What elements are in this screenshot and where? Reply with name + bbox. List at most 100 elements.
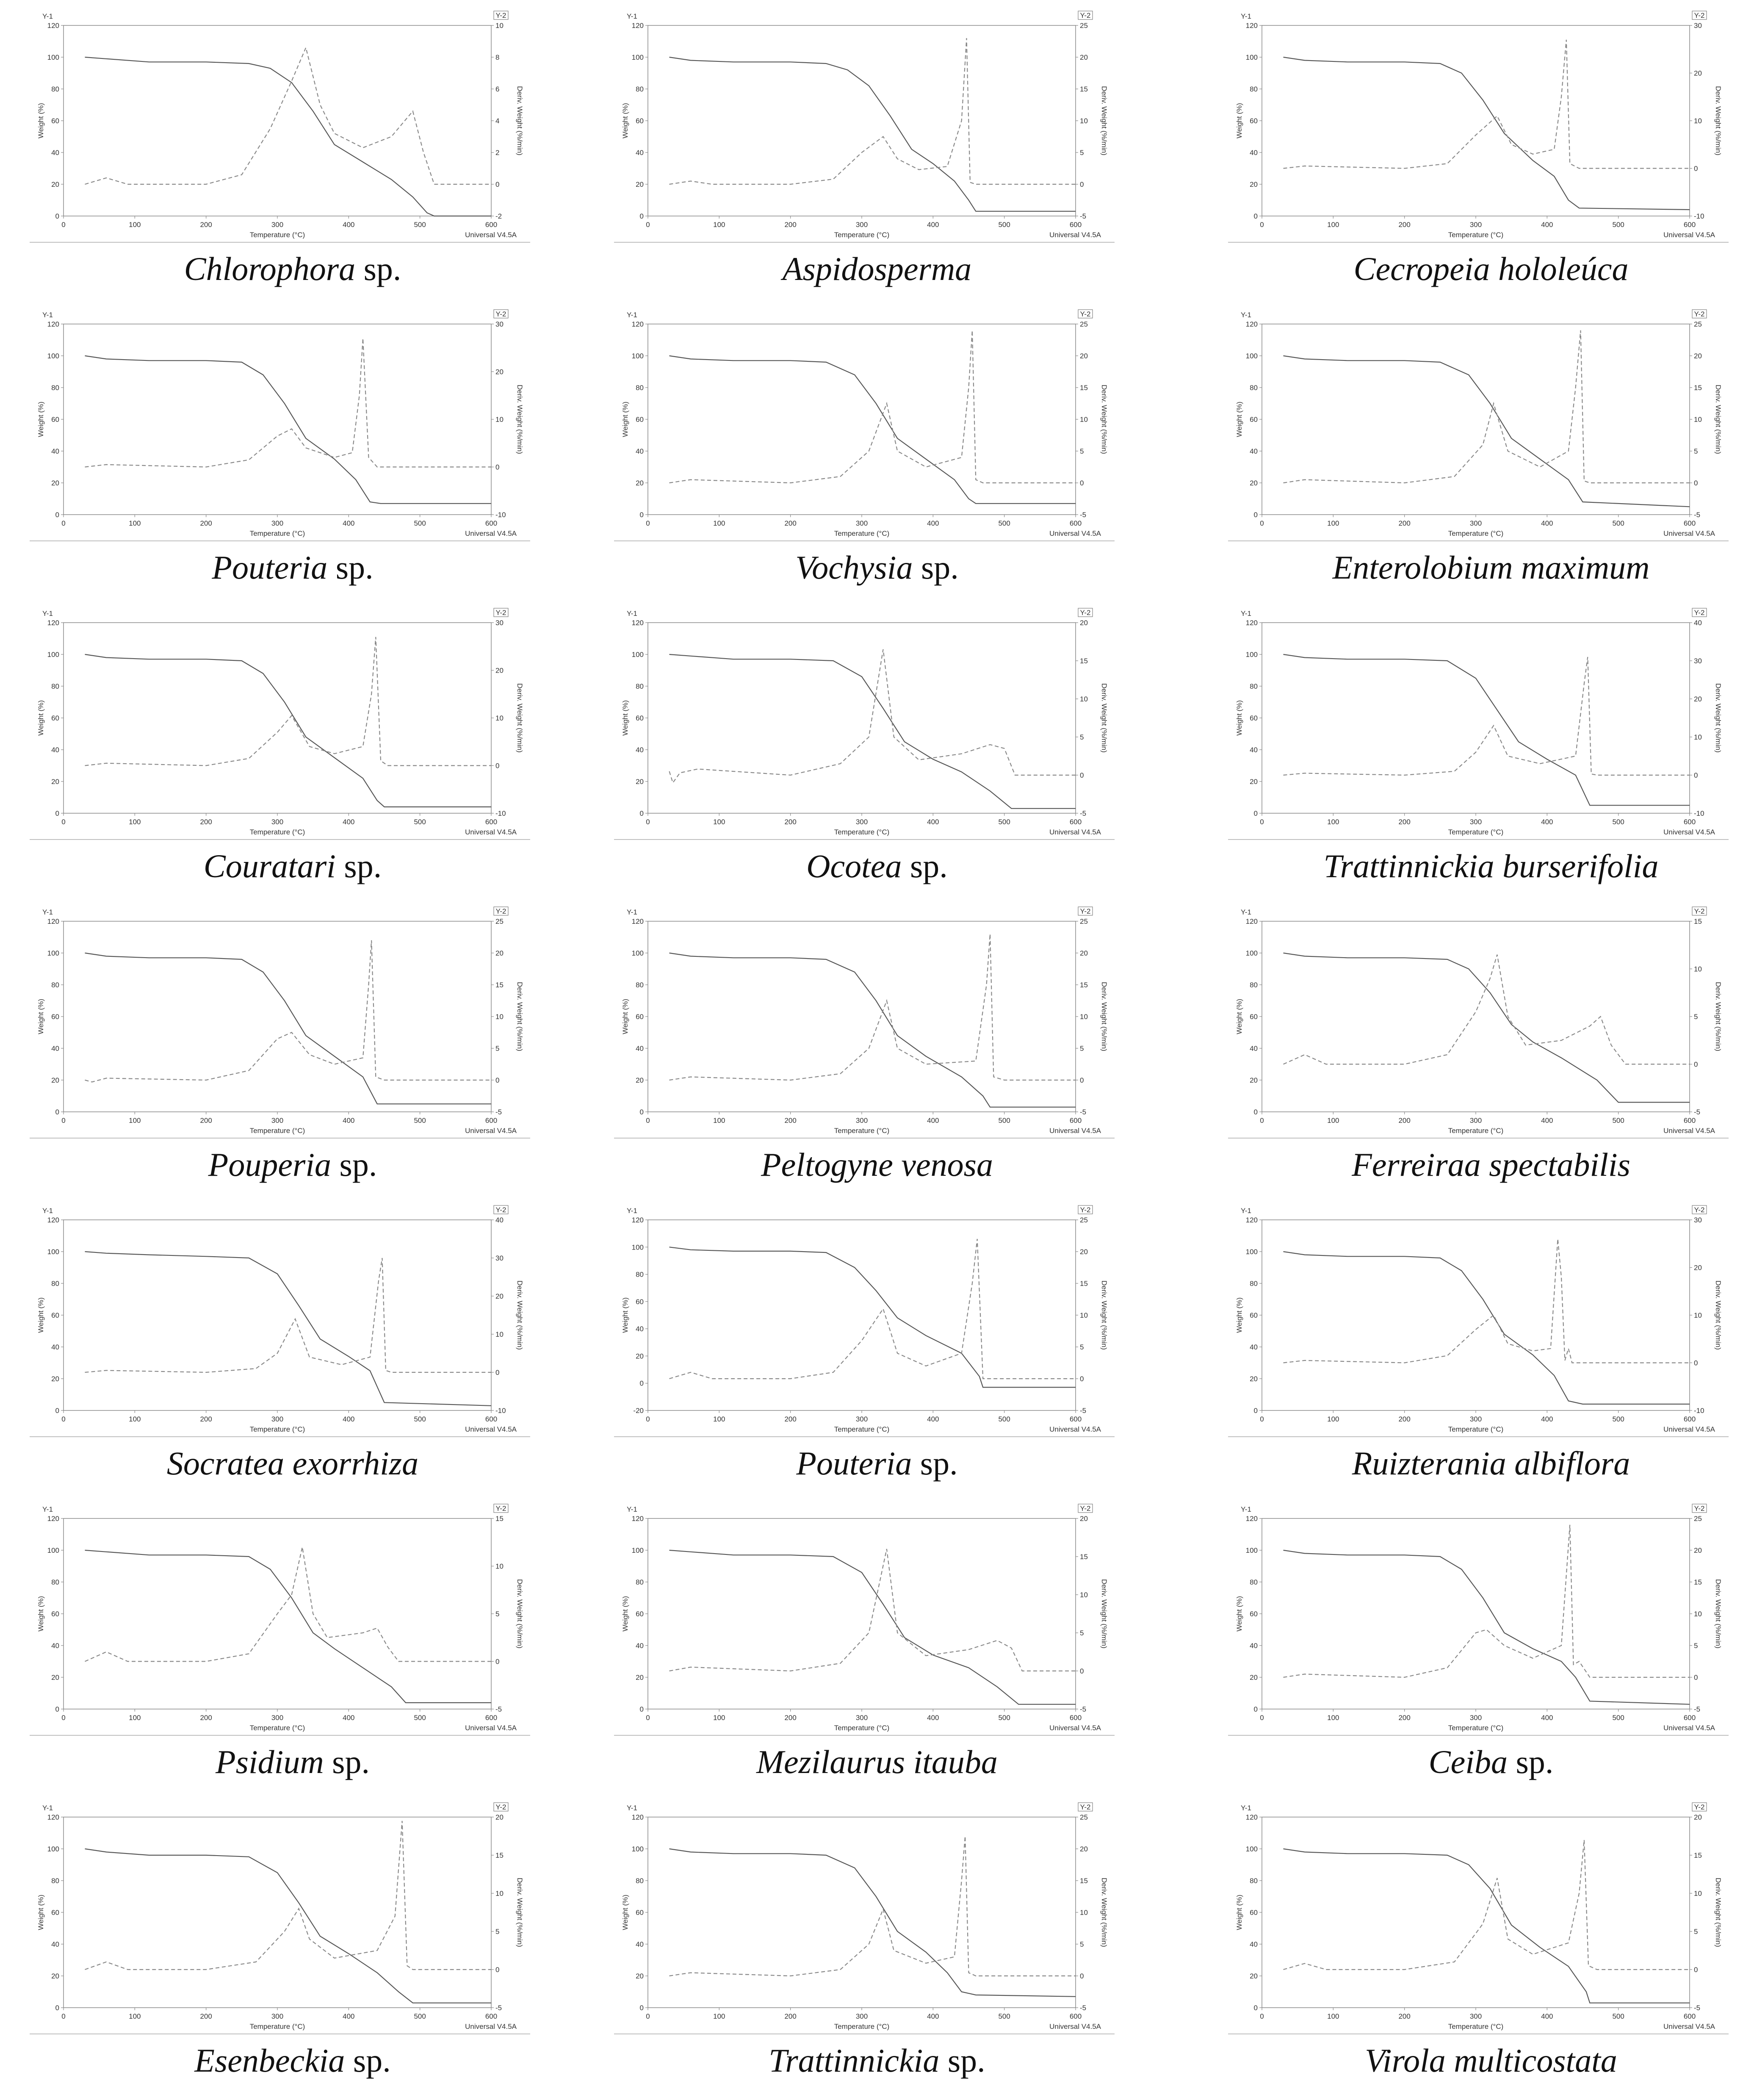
y-tick-label: 60 — [1250, 416, 1258, 424]
y-axis-label: Weight (%) — [1235, 1297, 1243, 1333]
y-tick-label: 40 — [1250, 746, 1258, 754]
x-axis-label: Temperature (°C) — [1448, 529, 1504, 537]
y2-tag: Y-2 — [496, 907, 506, 915]
x-tick-label: 400 — [1541, 519, 1553, 527]
y-tick-label: 0 — [640, 1108, 644, 1116]
y-tick-label: 100 — [1246, 1546, 1258, 1554]
tga-panel: 0 100 200 300 400 500 600 0 20 40 60 80 100 120 -10 0 10… — [30, 1203, 556, 1499]
tga-panel: 0 100 200 300 400 500 600 0 20 40 60 80 100 120 -10 0 10… — [30, 606, 556, 902]
y-tick-label: 60 — [1250, 1909, 1258, 1917]
y-tick-label: 60 — [51, 1610, 59, 1618]
y-tick-label: 120 — [632, 917, 644, 925]
y2-tick-label: 25 — [1080, 1813, 1088, 1821]
plot-frame — [63, 324, 492, 515]
y2-tick-label: 15 — [1694, 917, 1702, 925]
tga-chart: 0 100 200 300 400 500 600 0 20 40 60 80 100 120 -5 0 5 10… — [614, 309, 1115, 541]
y-tick-label: 120 — [1246, 917, 1258, 925]
deriv-weight-series-line — [1283, 1524, 1690, 1678]
y2-tag: Y-2 — [496, 1803, 506, 1811]
y2-axis-label: Deriv. Weight (%/min) — [1100, 385, 1108, 454]
y2-tick-label: 25 — [1080, 320, 1088, 328]
x-tick-label: 200 — [784, 2012, 796, 2020]
y1-tag: Y-1 — [1241, 1505, 1251, 1513]
y-tick-label: 120 — [1246, 1515, 1258, 1523]
y2-tag-box — [1078, 11, 1093, 20]
species-genus: Enterolobium maximum — [1332, 549, 1650, 586]
y2-tick-label: 20 — [1694, 1546, 1702, 1554]
x-axis-label: Temperature (°C) — [834, 529, 890, 537]
species-suffix: sp. — [327, 549, 373, 586]
x-tick-label: 0 — [1260, 1415, 1264, 1423]
y2-tick-label: 0 — [1080, 1667, 1084, 1675]
y2-tick-label: -5 — [495, 2004, 502, 2012]
weight-series-line — [85, 952, 491, 1105]
x-tick-label: 600 — [485, 221, 497, 229]
software-footer: Universal V4.5A — [1663, 231, 1715, 239]
plot-frame — [63, 1219, 492, 1411]
deriv-weight-series-line — [669, 934, 1076, 1081]
tga-panel: 0 100 200 300 400 500 600 0 20 40 60 80 100 120 -2 0 2 4 6… — [30, 8, 556, 305]
y-tick-label: 20 — [636, 479, 644, 487]
y-tick-label: 40 — [51, 1044, 59, 1053]
tga-chart: 0 100 200 300 400 500 600 0 20 40 60 80 100 120 -5 0 5 10… — [614, 1802, 1115, 2034]
y2-tick-label: -10 — [1694, 1407, 1704, 1415]
y2-tick-label: -5 — [1080, 2004, 1086, 2012]
y2-tick-label: 25 — [1694, 320, 1702, 328]
y2-tick-label: 15 — [1080, 1877, 1088, 1885]
y-tick-label: 120 — [1246, 1813, 1258, 1821]
y-tick-label: 120 — [1246, 22, 1258, 30]
species-caption: Couratari sp. — [30, 847, 556, 885]
tga-chart: 0 100 200 300 400 500 600-20020406080100120-50… — [614, 1205, 1115, 1437]
y-tick-label: 80 — [1250, 85, 1258, 93]
x-tick-label: 400 — [1541, 1714, 1553, 1722]
x-tick-label: 0 — [61, 519, 65, 527]
x-tick-label: 200 — [784, 1415, 796, 1423]
y2-tick-label: 0 — [1080, 180, 1084, 188]
weight-series-line — [85, 1848, 491, 2003]
y-tick-label: -20 — [633, 1407, 644, 1415]
species-caption: Trattinnickia sp. — [614, 2042, 1140, 2080]
y-tick-label: 120 — [1246, 320, 1258, 328]
deriv-weight-series-line — [669, 1238, 1076, 1380]
y-tick-label: 80 — [51, 1280, 59, 1288]
y-tick-label: 40 — [51, 1940, 59, 1948]
x-tick-label: 0 — [1260, 1714, 1264, 1722]
species-genus: Virola multicostata — [1365, 2042, 1617, 2079]
x-tick-label: 500 — [998, 1116, 1010, 1125]
deriv-weight-series-line — [85, 637, 491, 766]
tga-chart: 0 100 200 300 400 500 600 0 20 40 60 80 100 120 -10 0 10… — [1228, 11, 1729, 243]
x-tick-label: 400 — [1541, 818, 1553, 826]
tga-panel: 0 100 200 300 400 500 600 0 20 40 60 80 100 120 -5 0 5 10… — [1228, 307, 1754, 604]
y1-tag: Y-1 — [42, 12, 53, 20]
weight-series-line — [85, 654, 491, 808]
y2-tick-label: 5 — [1694, 447, 1698, 455]
y2-tick-label: 0 — [1080, 771, 1084, 779]
software-footer: Universal V4.5A — [465, 1127, 517, 1135]
x-tick-label: 500 — [1612, 519, 1624, 527]
x-tick-label: 500 — [414, 221, 426, 229]
deriv-weight-series-line — [1283, 954, 1690, 1065]
y-tick-label: 40 — [1250, 1642, 1258, 1650]
x-tick-label: 100 — [129, 1116, 141, 1125]
y2-tick-label: 20 — [495, 1292, 504, 1300]
x-tick-label: 400 — [1541, 1415, 1553, 1423]
y-tick-label: 60 — [51, 714, 59, 722]
y-axis-label: Weight (%) — [621, 103, 629, 139]
y-tick-label: 120 — [47, 1216, 59, 1224]
tga-panel: 0 100 200 300 400 500 600 0 20 40 60 80 100 120 -5 0 5 10… — [1228, 1502, 1754, 1798]
tga-chart: 0 100 200 300 400 500 600 0 20 40 60 80 100 120 -5 0 5 10… — [30, 1504, 530, 1736]
y-tick-label: 40 — [1250, 149, 1258, 157]
tga-chart: 0 100 200 300 400 500 600 0 20 40 60 80 100 120 -5 0 5 10… — [1228, 1802, 1729, 2034]
y-tick-label: 120 — [632, 1515, 644, 1523]
y-tick-label: 100 — [632, 1546, 644, 1554]
y-axis-label: Weight (%) — [621, 1297, 629, 1333]
species-caption: Psidium sp. — [30, 1743, 556, 1781]
x-tick-label: 600 — [1684, 1415, 1696, 1423]
y2-tick-label: 5 — [1080, 149, 1084, 157]
species-genus: Ferreiraa spectabilis — [1352, 1146, 1630, 1183]
y2-tag: Y-2 — [496, 609, 506, 617]
y-tick-label: 100 — [632, 53, 644, 61]
y2-tag: Y-2 — [1080, 11, 1091, 19]
y2-tag-box — [1078, 309, 1093, 319]
y-tick-label: 80 — [1250, 682, 1258, 690]
